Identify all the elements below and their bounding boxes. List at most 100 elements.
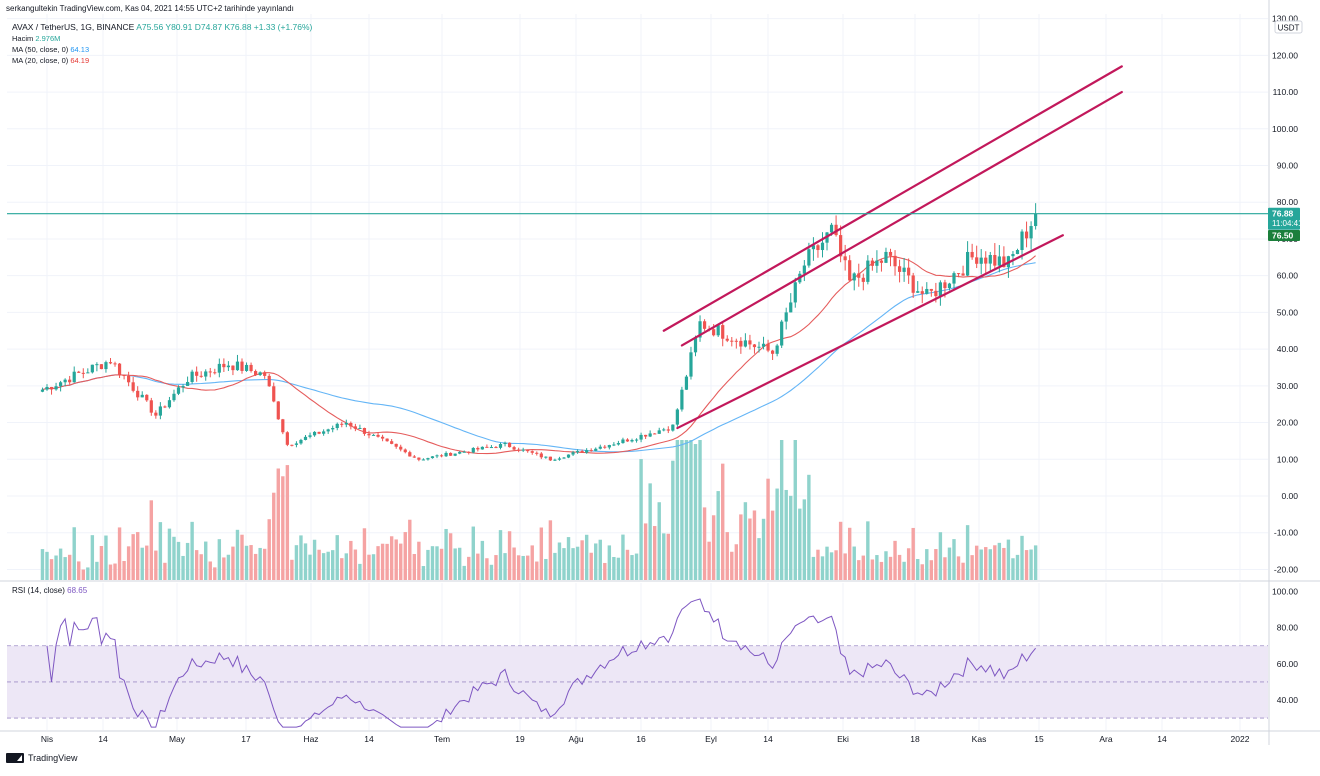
candle xyxy=(1002,256,1006,268)
legend-volume-label[interactable]: Hacim xyxy=(12,34,34,43)
candle xyxy=(811,245,816,250)
candle xyxy=(757,346,761,348)
legend-ma20-label[interactable]: MA (20, close, 0) xyxy=(12,56,69,65)
candle xyxy=(108,362,113,364)
time-tick-label: Kas xyxy=(972,734,987,744)
candle xyxy=(489,447,494,449)
candle xyxy=(439,455,444,457)
volume-bar xyxy=(516,555,521,580)
last-price-tag xyxy=(1268,207,1300,230)
volume-bar xyxy=(652,526,657,580)
candle xyxy=(81,372,85,374)
candle xyxy=(217,363,221,373)
time-tick-label: Ağu xyxy=(568,734,583,744)
candle xyxy=(612,444,616,446)
volume-bar xyxy=(117,527,122,580)
volume-bar xyxy=(721,463,725,580)
candle xyxy=(231,365,235,371)
candle xyxy=(535,452,539,454)
candle xyxy=(353,426,357,429)
volume-bar xyxy=(181,555,185,580)
time-tick-label: 14 xyxy=(364,734,374,744)
volume-bar xyxy=(308,554,312,580)
legend-ma50-label[interactable]: MA (50, close, 0) xyxy=(12,45,69,54)
candle xyxy=(961,273,965,276)
candle xyxy=(1034,213,1038,227)
footer-brand[interactable]: TradingView xyxy=(6,753,78,763)
volume-bar xyxy=(598,539,602,580)
time-tick-label: 14 xyxy=(98,734,108,744)
candle xyxy=(562,457,566,459)
candle xyxy=(213,372,217,374)
candle xyxy=(702,321,707,329)
volume-bar xyxy=(1002,547,1006,580)
price-tick-label: 130.00 xyxy=(1272,14,1298,24)
volume-bar xyxy=(172,536,176,580)
candle xyxy=(888,251,893,256)
candle xyxy=(625,439,630,442)
legend-symbol[interactable]: AVAX / TetherUS, 1G, BINANCE xyxy=(12,22,135,32)
time-tick-label: Eki xyxy=(837,734,849,744)
candle xyxy=(208,371,212,373)
candle xyxy=(1011,254,1015,257)
candle xyxy=(870,260,874,266)
volume-bar xyxy=(707,541,711,580)
volume-bar xyxy=(657,502,661,580)
candle xyxy=(507,442,512,448)
volume-bar xyxy=(916,559,920,580)
volume-bar xyxy=(793,440,797,580)
volume-bar xyxy=(349,540,353,580)
candle xyxy=(712,329,716,336)
legend-ma20-value: 64.19 xyxy=(70,56,90,65)
volume-bar xyxy=(217,539,222,580)
candle xyxy=(326,429,330,432)
legend-volume-row: Hacim 2.976M xyxy=(12,34,60,43)
volume-bar xyxy=(530,545,534,580)
candle xyxy=(875,260,879,266)
volume-bar xyxy=(816,549,820,580)
volume-bar xyxy=(249,545,253,580)
rsi-label[interactable]: RSI (14, close) xyxy=(12,586,65,595)
volume-bar xyxy=(584,534,589,580)
candle xyxy=(390,441,394,444)
volume-bar xyxy=(684,440,689,580)
volume-bar xyxy=(140,547,144,580)
candle xyxy=(195,371,199,376)
volume-bar xyxy=(154,550,158,580)
volume-bar xyxy=(643,523,648,580)
candle xyxy=(494,447,498,449)
volume-bar xyxy=(258,547,262,580)
candle xyxy=(403,449,407,453)
volume-bar xyxy=(607,545,612,580)
candle xyxy=(358,427,362,429)
candle xyxy=(857,273,861,278)
candle xyxy=(226,365,230,368)
candle xyxy=(72,371,76,383)
candle xyxy=(693,337,698,353)
volume-bar xyxy=(766,478,770,580)
volume-bar xyxy=(226,554,231,580)
candle xyxy=(294,443,299,445)
candle xyxy=(775,345,779,354)
volume-bar xyxy=(947,547,952,580)
candle xyxy=(190,371,194,382)
candle xyxy=(362,427,367,434)
price-tick-label: 0.00 xyxy=(1281,491,1298,501)
volume-bar xyxy=(453,548,457,580)
volume-bar xyxy=(698,440,702,580)
candle xyxy=(725,338,729,341)
price-tick-label: -20.00 xyxy=(1274,564,1298,574)
candle xyxy=(920,291,924,294)
volume-bar xyxy=(77,561,81,580)
volume-bar xyxy=(49,559,54,580)
rsi-legend: RSI (14, close) 68.65 xyxy=(12,586,87,595)
candle xyxy=(956,273,961,275)
volume-bar xyxy=(952,539,956,580)
volume-bar xyxy=(970,555,974,580)
candle xyxy=(648,433,652,437)
volume-bar xyxy=(548,520,553,580)
volume-bar xyxy=(149,500,154,580)
ma-price-tag-value: 76.50 xyxy=(1272,231,1294,241)
